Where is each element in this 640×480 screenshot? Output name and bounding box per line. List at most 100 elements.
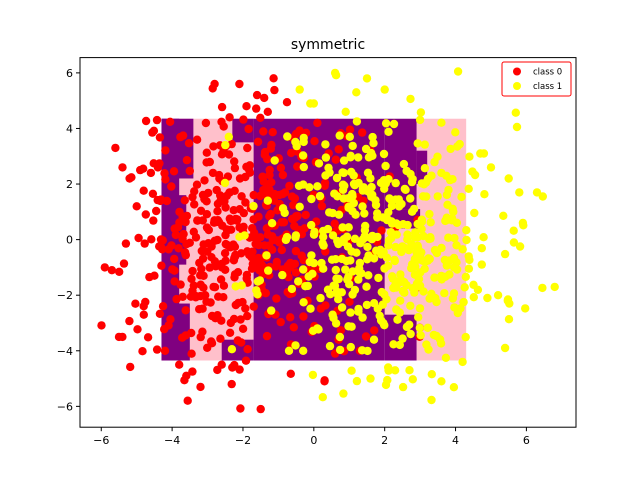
point-class-1 <box>458 357 467 367</box>
point-class-0 <box>188 266 197 276</box>
point-class-0 <box>119 259 129 268</box>
point-class-1 <box>391 242 400 252</box>
point-class-1 <box>349 198 358 208</box>
point-class-0 <box>213 207 222 216</box>
point-class-0 <box>139 302 148 311</box>
point-class-1 <box>264 266 273 275</box>
point-class-0 <box>235 79 244 89</box>
point-class-1 <box>414 313 423 322</box>
point-class-0 <box>283 261 293 270</box>
point-class-1 <box>252 286 261 295</box>
point-class-1 <box>384 208 393 217</box>
point-class-1 <box>319 264 328 273</box>
point-class-1 <box>440 255 450 265</box>
point-class-1 <box>294 181 304 190</box>
point-class-1 <box>500 249 510 259</box>
point-class-1 <box>349 171 358 180</box>
point-class-0 <box>167 241 176 250</box>
point-class-0 <box>196 382 205 392</box>
point-class-1 <box>345 280 354 289</box>
point-class-0 <box>238 297 247 307</box>
point-class-1 <box>473 285 483 294</box>
point-class-0 <box>253 137 263 146</box>
point-class-1 <box>389 283 398 293</box>
point-class-0 <box>236 315 245 324</box>
point-class-0 <box>276 163 286 172</box>
point-class-0 <box>237 338 246 347</box>
point-class-1 <box>382 295 391 304</box>
point-class-1 <box>362 282 371 291</box>
point-class-1 <box>464 184 473 193</box>
point-class-0 <box>155 309 165 318</box>
point-class-1 <box>321 153 331 162</box>
point-class-1 <box>352 376 362 386</box>
point-class-0 <box>149 216 158 225</box>
point-class-1 <box>447 214 457 223</box>
point-class-1 <box>284 346 294 355</box>
point-class-1 <box>538 192 547 201</box>
point-class-1 <box>287 284 297 294</box>
point-class-1 <box>449 207 458 216</box>
point-class-0 <box>370 326 379 335</box>
point-class-0 <box>242 102 251 111</box>
point-class-0 <box>313 118 322 128</box>
point-class-1 <box>515 242 525 251</box>
point-class-1 <box>334 210 344 219</box>
point-class-1 <box>338 168 347 177</box>
point-class-1 <box>440 289 449 298</box>
point-class-1 <box>437 168 446 178</box>
point-class-0 <box>227 379 236 389</box>
point-class-0 <box>182 156 192 165</box>
point-class-1 <box>436 339 446 348</box>
point-class-0 <box>199 283 208 292</box>
point-class-0 <box>248 224 257 233</box>
point-class-1 <box>382 253 392 262</box>
point-class-1 <box>263 196 272 205</box>
point-class-0 <box>132 202 141 211</box>
point-class-0 <box>261 289 270 298</box>
point-class-0 <box>188 286 197 295</box>
point-class-1 <box>354 275 363 284</box>
point-class-0 <box>270 196 279 205</box>
point-class-1 <box>354 153 363 162</box>
point-class-1 <box>477 244 486 253</box>
point-class-0 <box>202 223 212 232</box>
point-class-0 <box>268 235 277 244</box>
point-class-0 <box>168 265 177 274</box>
point-class-0 <box>345 297 354 306</box>
point-class-1 <box>385 194 394 203</box>
point-class-0 <box>280 188 290 197</box>
point-class-1 <box>348 267 357 276</box>
point-class-1 <box>395 340 404 350</box>
point-class-1 <box>418 192 428 201</box>
point-class-1 <box>381 161 390 171</box>
point-class-0 <box>197 264 206 274</box>
x-tick-label: 2 <box>381 434 388 447</box>
point-class-1 <box>449 263 459 272</box>
point-class-0 <box>320 376 329 385</box>
point-class-0 <box>100 263 110 272</box>
point-class-1 <box>390 366 400 375</box>
point-class-1 <box>332 274 341 283</box>
point-class-0 <box>230 163 240 173</box>
point-class-1 <box>291 137 300 147</box>
point-class-0 <box>185 238 194 247</box>
point-class-1 <box>361 221 370 231</box>
point-class-1 <box>330 189 339 198</box>
point-class-0 <box>221 203 230 212</box>
point-class-1 <box>310 227 319 236</box>
point-class-1 <box>346 308 355 317</box>
point-class-0 <box>221 230 230 240</box>
point-class-1 <box>308 370 318 380</box>
point-class-1 <box>410 254 420 264</box>
point-class-0 <box>180 248 190 257</box>
point-class-1 <box>360 209 369 218</box>
x-tick-label: −4 <box>164 434 180 447</box>
point-class-1 <box>316 293 325 303</box>
point-class-1 <box>532 188 542 197</box>
point-class-1 <box>355 258 365 268</box>
point-class-1 <box>351 210 360 219</box>
point-class-0 <box>148 189 158 198</box>
point-class-1 <box>406 169 415 179</box>
point-class-1 <box>550 282 559 292</box>
